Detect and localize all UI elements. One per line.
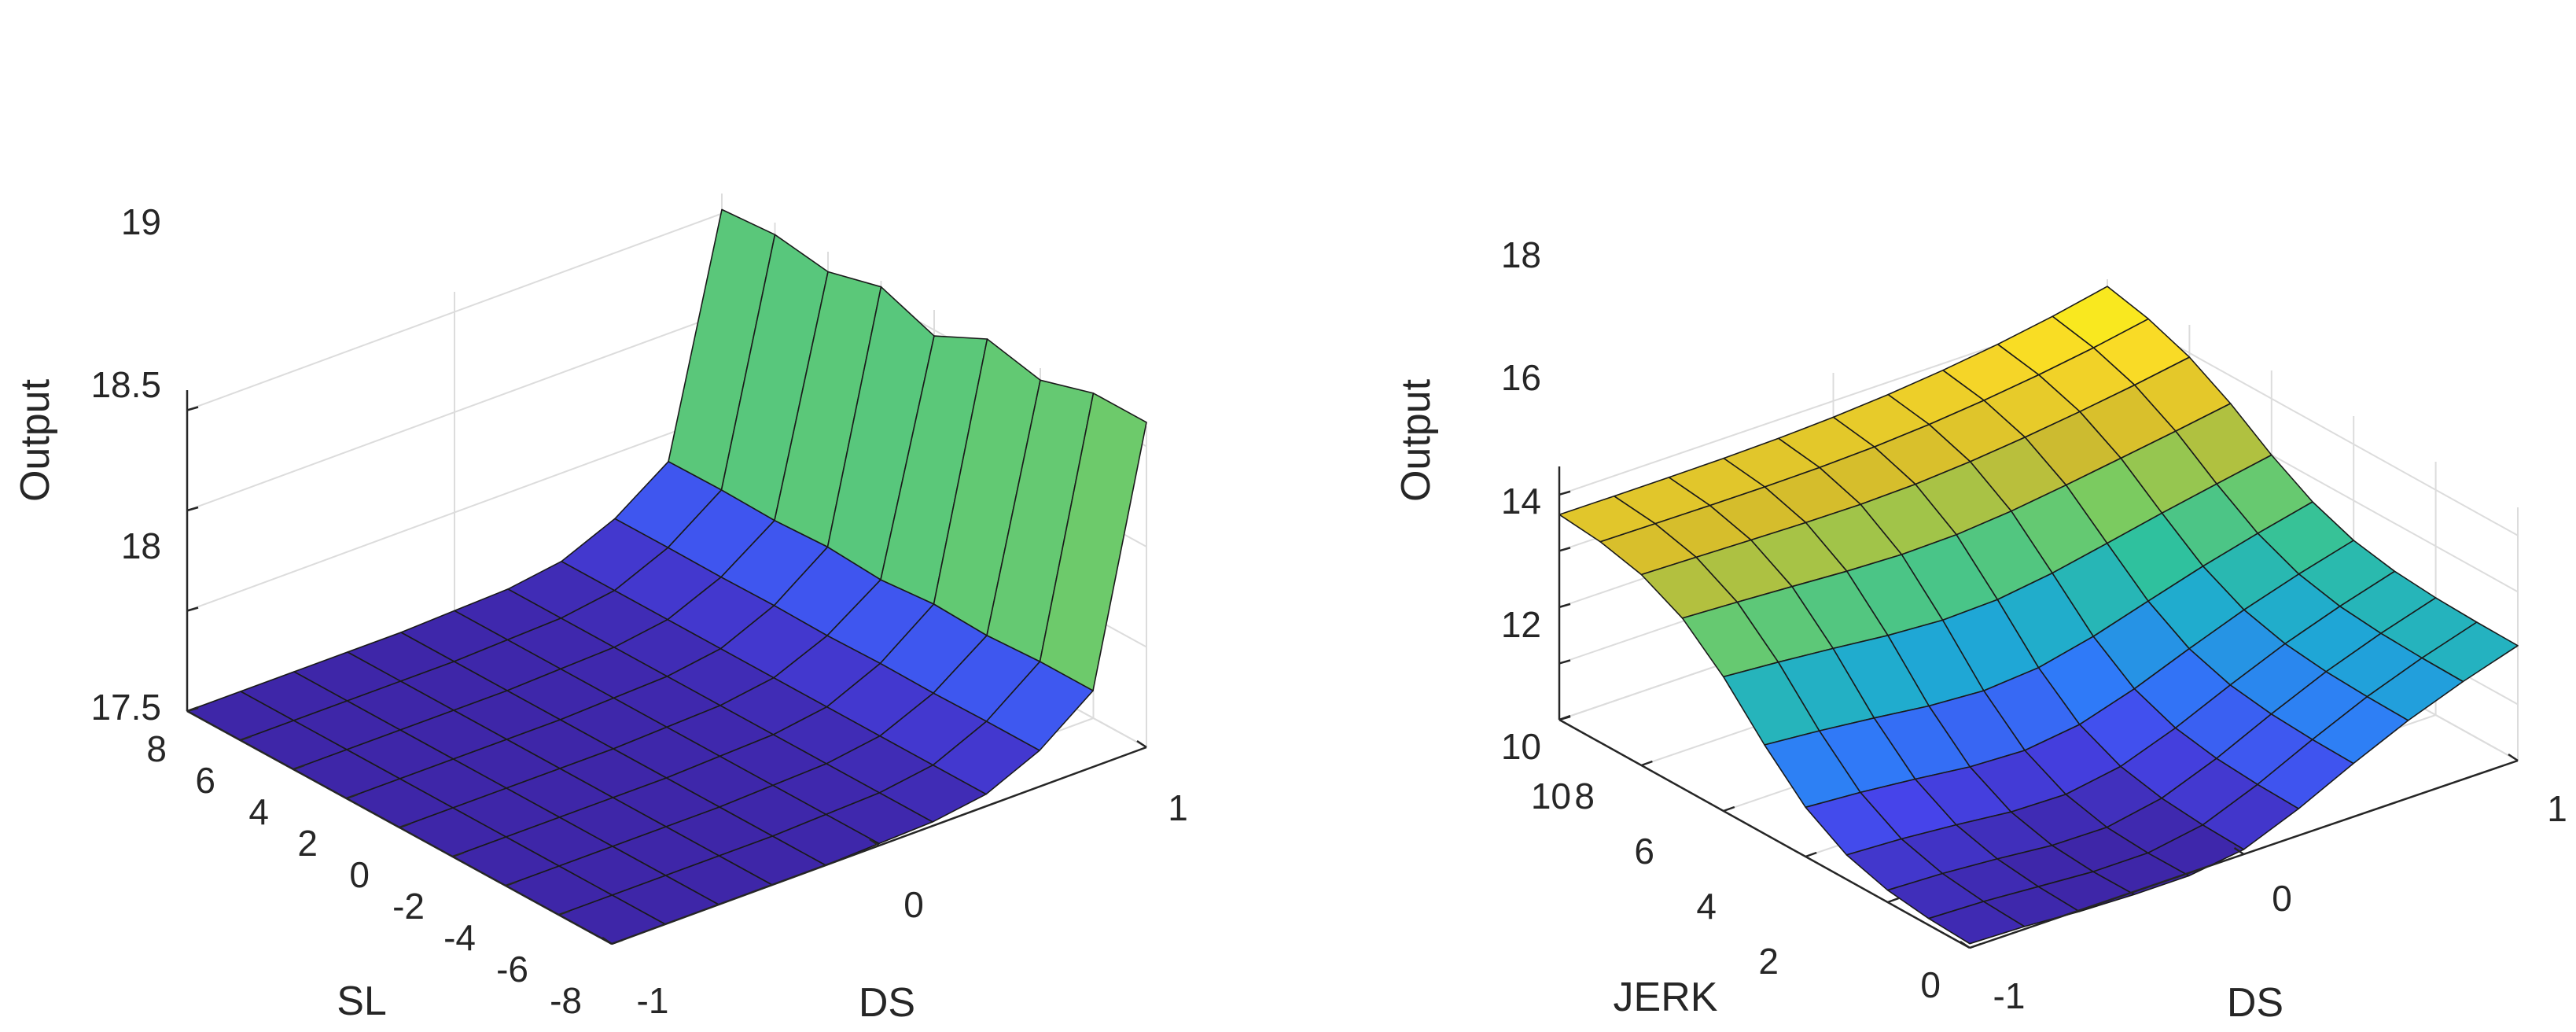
y-tick-mark (293, 764, 305, 771)
y-tick-mark (1805, 851, 1817, 858)
y-tick-mark (1887, 897, 1900, 904)
left-y-tick-label: -4 (443, 917, 476, 958)
x-tick-mark (1136, 739, 1147, 749)
left-x-tick-label: -1 (637, 980, 669, 1021)
z-tick-mark (1558, 659, 1571, 665)
right-z-tick-label: 14 (1501, 481, 1541, 522)
y-tick-mark (558, 909, 570, 916)
right-z-tick-label: 10 (1501, 726, 1541, 767)
y-tick-mark (1723, 805, 1735, 813)
left-y-tick-label: 6 (195, 760, 215, 801)
left-y-tick-label: -8 (550, 980, 582, 1021)
z-tick-mark (186, 606, 199, 612)
right-z-tick-label: 12 (1501, 604, 1541, 645)
left-z-tick-label: 18.5 (90, 364, 161, 405)
left-z-axis-label: Output (13, 378, 58, 502)
left-x-tick-label: 1 (1168, 787, 1188, 828)
right-y-axis-label: JERK (1614, 975, 1718, 1020)
left-y-tick-label: 8 (146, 728, 167, 769)
y-tick-mark (399, 822, 411, 829)
right-y-tick-label: 10 (1531, 776, 1571, 816)
x-tick-mark (869, 838, 880, 847)
z-tick-mark (1558, 490, 1571, 496)
right-x-tick-label: 1 (2547, 788, 2567, 829)
right-z-axis-label: Output (1393, 378, 1439, 502)
left-y-tick-label: 0 (349, 854, 370, 895)
left-y-tick-label: -2 (392, 886, 425, 927)
left-z-tick-label: 19 (121, 201, 161, 242)
y-tick-mark (1640, 760, 1653, 767)
right-y-tick-label: 6 (1634, 831, 1654, 872)
left-tick-lines (186, 390, 1147, 945)
surface-patch (1928, 901, 2026, 945)
right-x-tick-label: 0 (2272, 878, 2292, 919)
y-tick-mark (611, 938, 624, 945)
left-z-tick-label: 17.5 (90, 687, 161, 728)
y-tick-mark (240, 735, 252, 742)
z-tick-mark (1558, 603, 1571, 609)
y-tick-mark (1969, 942, 1982, 949)
right-y-tick-label: 4 (1696, 886, 1717, 927)
right-y-tick-label: 2 (1758, 941, 1779, 982)
left-x-tick-label: 0 (903, 884, 924, 925)
left-y-tick-label: 4 (248, 791, 269, 832)
z-tick-mark (186, 506, 199, 512)
x-tick-mark (2508, 753, 2519, 762)
left-y-tick-label: 2 (297, 823, 318, 864)
surface-plot-left: 17.5 18 18.5 19 8 6 4 2 0 -2 -4 -6 -8 -1… (13, 194, 1188, 1026)
left-y-tick-label: -6 (496, 949, 528, 990)
right-tick-lines (1558, 466, 2519, 949)
left-y-axis-label: SL (337, 979, 387, 1024)
right-x-tick-label: -1 (1993, 975, 2026, 1016)
left-surface (186, 208, 1147, 945)
x-tick-mark (602, 936, 613, 945)
right-z-tick-label: 16 (1501, 357, 1541, 398)
z-tick-mark (1558, 547, 1571, 552)
x-tick-mark (2233, 846, 2245, 856)
y-tick-mark (505, 880, 517, 887)
y-tick-mark (186, 706, 199, 713)
z-tick-mark (186, 406, 199, 411)
right-z-tick-label: 18 (1501, 234, 1541, 275)
right-y-tick-label: 0 (1920, 964, 1941, 1005)
right-y-tick-label: 8 (1574, 776, 1595, 816)
left-x-axis-label: DS (859, 980, 915, 1026)
y-tick-mark (1558, 714, 1571, 721)
left-z-tick-label: 18 (121, 525, 161, 566)
y-tick-mark (346, 793, 358, 800)
y-axis-line (1558, 718, 1971, 949)
right-surface (1558, 286, 2519, 945)
right-x-axis-label: DS (2227, 980, 2283, 1026)
y-tick-mark (452, 851, 464, 858)
x-tick-mark (1960, 940, 1971, 949)
surface-plot-right: 10 12 14 16 18 10 8 6 4 2 0 -1 0 1 Outpu… (1393, 234, 2567, 1026)
